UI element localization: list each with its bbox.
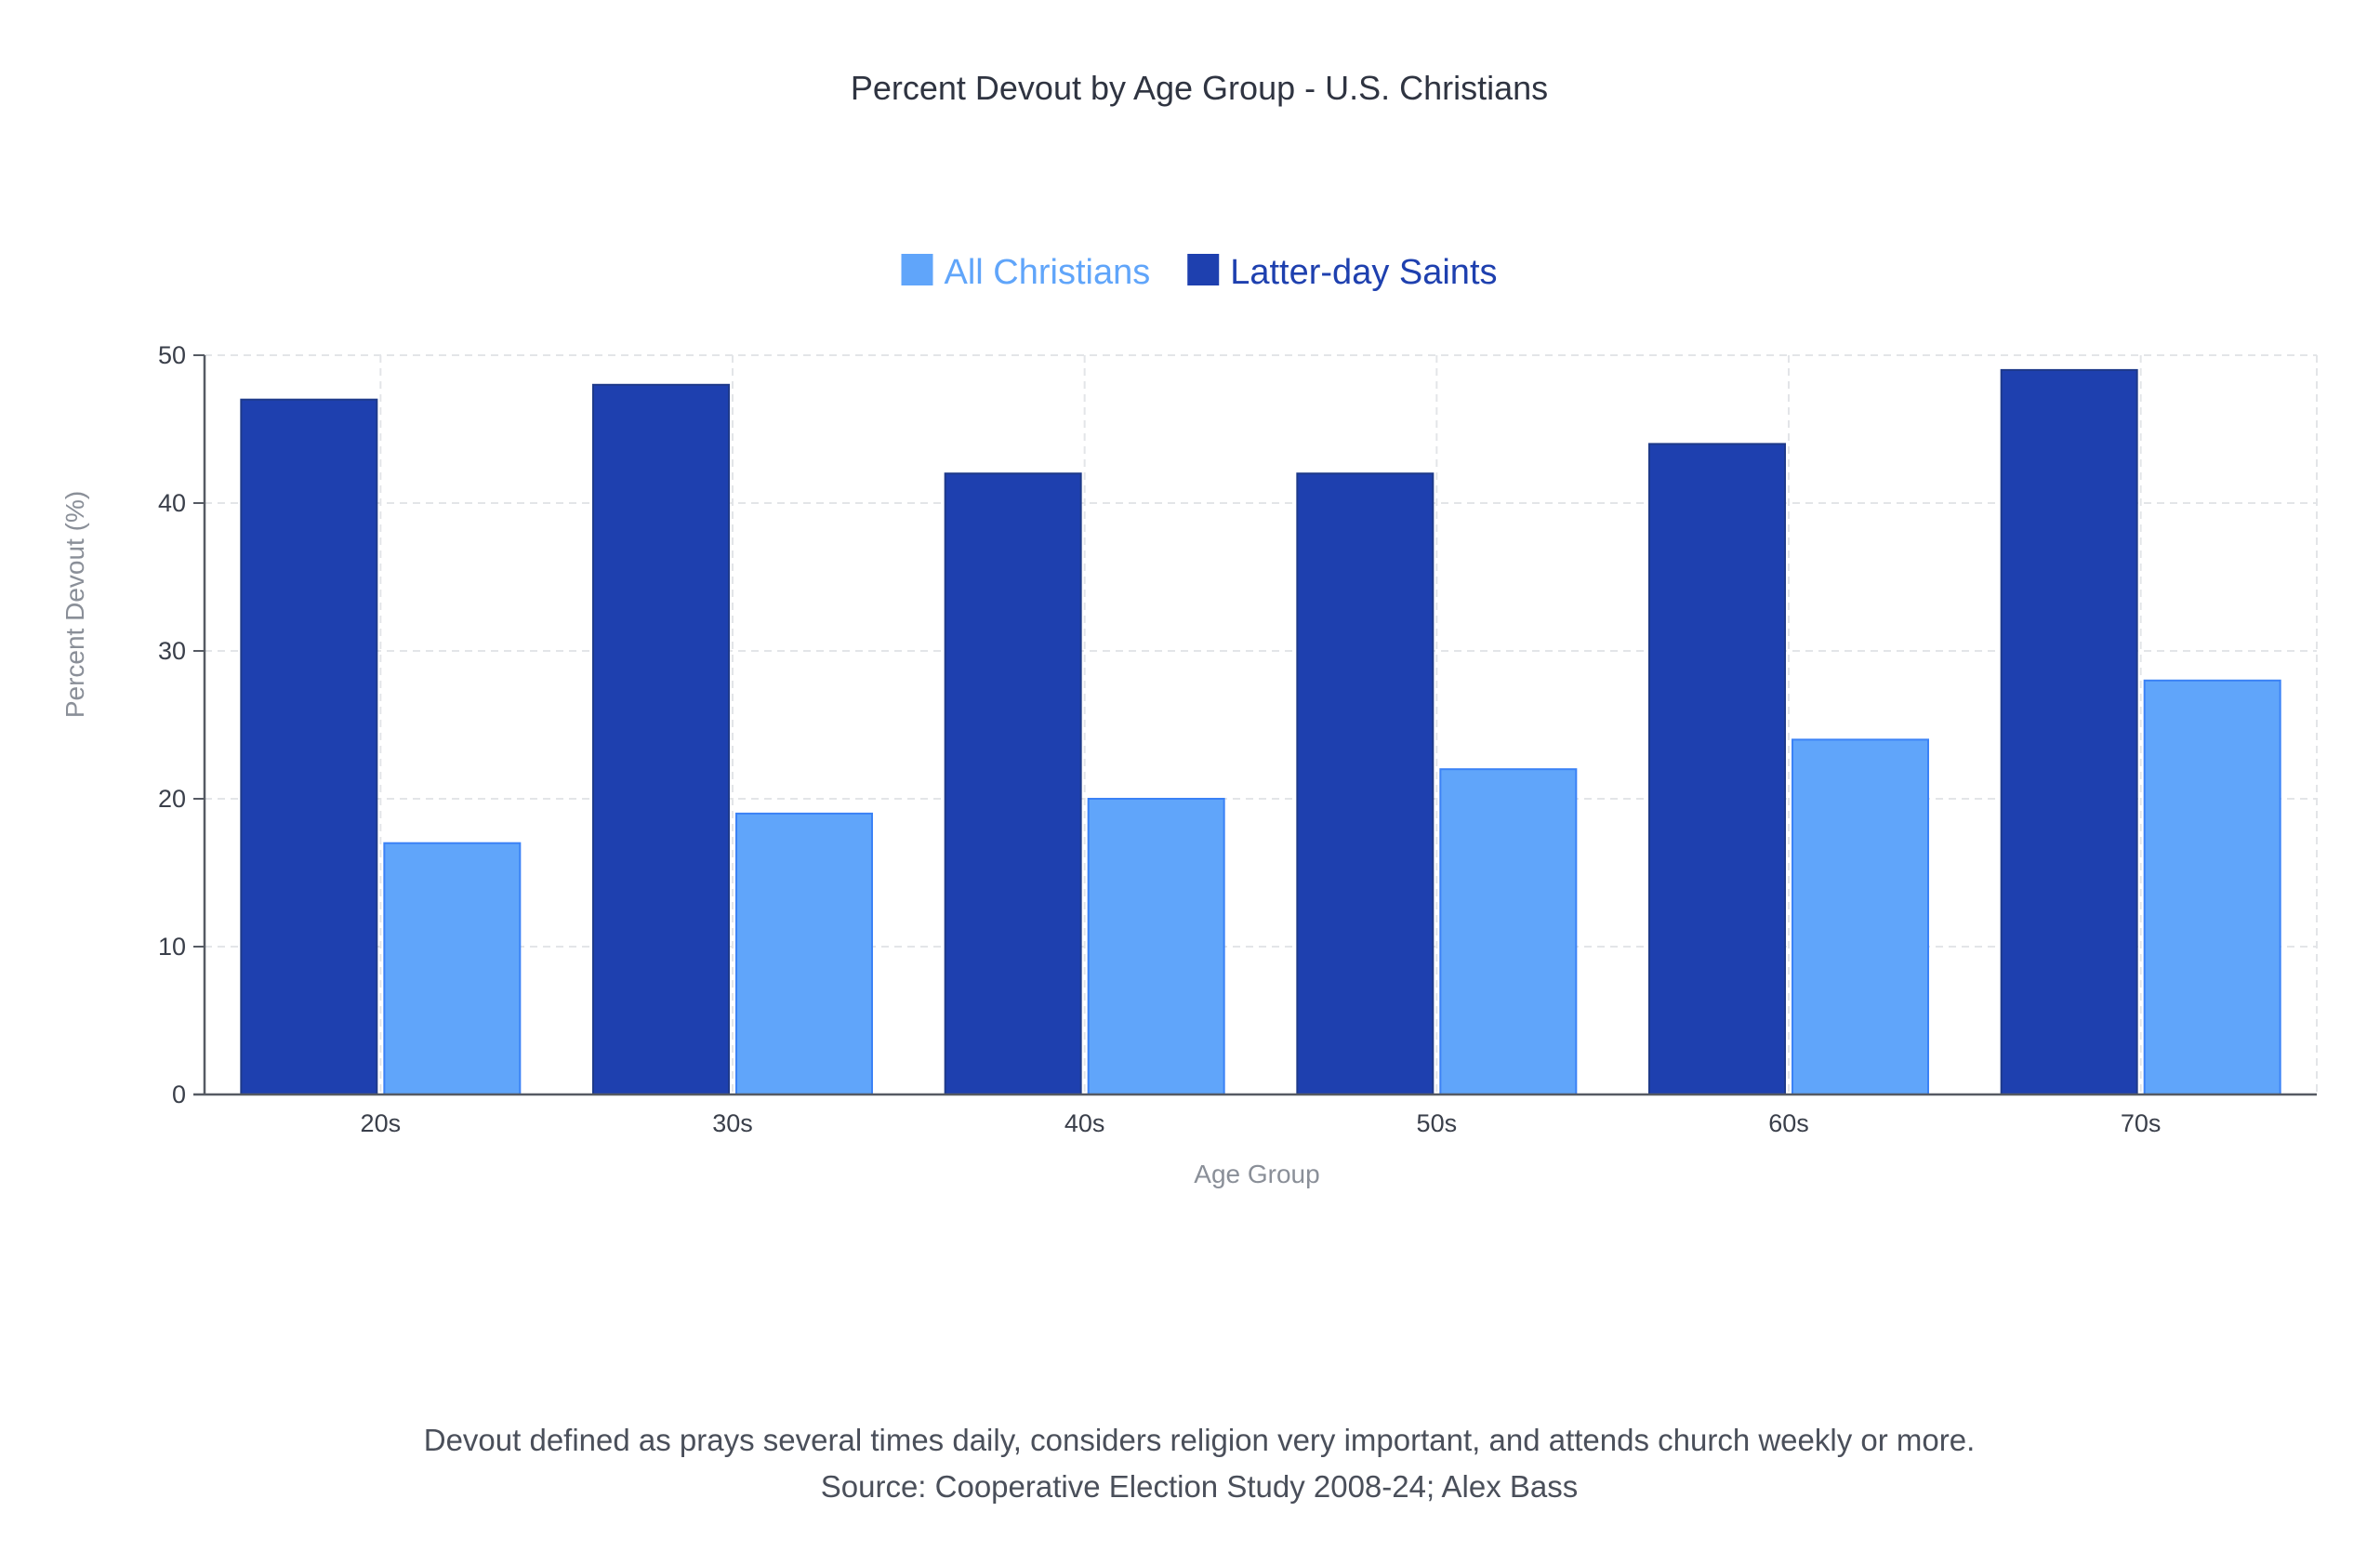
bar-latter-day-saints-40s [944, 472, 1082, 1095]
bar-all-christians-50s [1439, 768, 1578, 1095]
bar-all-christians-70s [2143, 679, 2281, 1095]
y-tick-label: 10 [158, 933, 186, 961]
y-tick-label: 50 [158, 341, 186, 369]
bar-all-christians-30s [735, 812, 873, 1096]
y-tick-label: 30 [158, 637, 186, 665]
bar-latter-day-saints-60s [1648, 443, 1786, 1095]
bar-latter-day-saints-20s [240, 398, 378, 1095]
x-tick-label: 70s [2121, 1109, 2162, 1137]
x-axis-title: Age Group [1194, 1160, 1319, 1188]
bar-latter-day-saints-70s [2000, 368, 2138, 1095]
chart-title: Percent Devout by Age Group - U.S. Chris… [851, 69, 1548, 107]
y-axis-title: Percent Devout (%) [60, 491, 89, 718]
y-axis-ticks: 0 10 20 30 40 50 [158, 341, 186, 1108]
bar-all-christians-20s [383, 842, 522, 1095]
x-axis-ticks: 20s 30s 40s 50s 60s 70s [361, 1109, 2162, 1137]
bars [240, 368, 2281, 1096]
y-tick-label: 20 [158, 785, 186, 813]
bar-all-christians-40s [1087, 798, 1225, 1095]
bar-all-christians-60s [1792, 738, 1929, 1096]
footnote-definition: Devout defined as prays several times da… [424, 1423, 1976, 1457]
bar-latter-day-saints-30s [592, 383, 730, 1095]
legend-swatch-all-christians [901, 254, 933, 285]
x-tick-label: 50s [1417, 1109, 1458, 1137]
legend-label-all-christians: All Christians [945, 253, 1151, 292]
x-tick-label: 20s [361, 1109, 402, 1137]
legend-swatch-latter-day-saints [1187, 254, 1220, 285]
y-tick-label: 40 [158, 489, 186, 517]
y-tick-label: 0 [172, 1081, 186, 1108]
legend: All Christians Latter-day Saints [901, 253, 1498, 292]
gridlines [205, 354, 2318, 1094]
axes [193, 354, 2317, 1096]
x-tick-label: 60s [1768, 1109, 1809, 1137]
legend-label-latter-day-saints: Latter-day Saints [1230, 253, 1497, 292]
x-tick-label: 30s [712, 1109, 753, 1137]
footnote-source: Source: Cooperative Election Study 2008-… [821, 1469, 1578, 1504]
bar-latter-day-saints-50s [1296, 472, 1435, 1095]
x-tick-label: 40s [1064, 1109, 1105, 1137]
